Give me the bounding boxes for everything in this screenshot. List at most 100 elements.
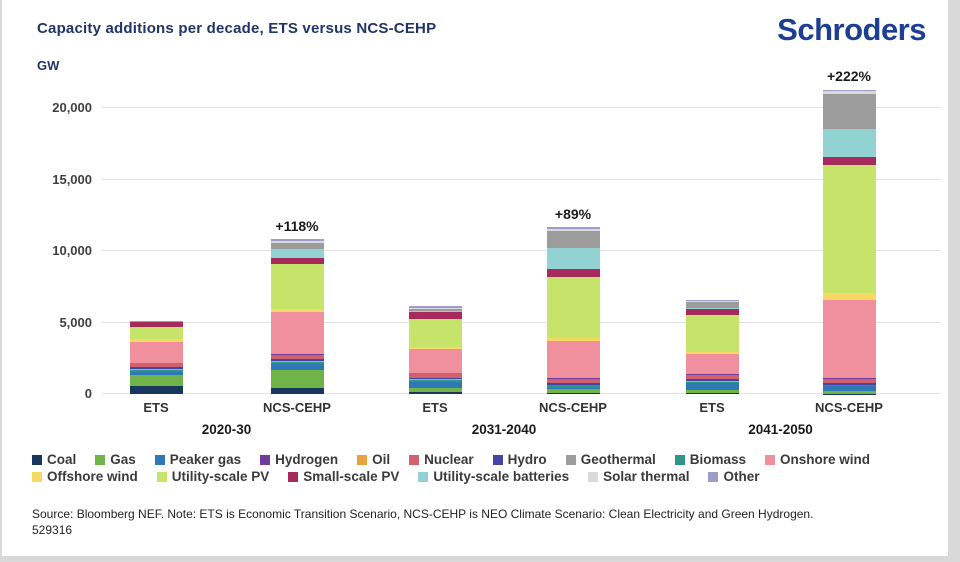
legend-item-coal: Coal [32,452,76,467]
segment-utility-scale-batteries [270,249,324,258]
legend-item-oil: Oil [357,452,390,467]
segment-peaker-gas [685,383,739,390]
segment-peaker-gas [408,381,462,389]
segment-other [270,238,324,241]
legend-label: Hydrogen [275,452,339,467]
segment-onshore-wind [129,341,183,363]
legend-swatch-utility-scale-pv [156,471,167,482]
segment-onshore-wind [270,311,324,355]
segment-small-scale-pv [408,312,462,320]
legend-swatch-biomass [674,454,685,465]
segment-nuclear [685,375,739,380]
bar-ets-2020-30 [129,320,183,394]
segment-other [129,320,183,322]
legend-label: Geothermal [580,452,656,467]
segment-geothermal [822,93,876,129]
segment-geothermal [408,308,462,312]
segment-hydro [408,377,462,380]
segment-coal [546,393,600,394]
segment-nuclear [270,355,324,359]
segment-nuclear [129,362,183,368]
x-label-ets-2041-2050: ETS [699,400,725,415]
segment-hydrogen [270,354,324,356]
segment-utility-scale-batteries [408,311,462,313]
legend-row-1: Coal Gas Peaker gas Hydrogen Oil Nuclear Hydro… [32,452,938,467]
source-note: Source: Bloomberg NEF. Note: ETS is Econ… [32,506,938,538]
legend-swatch-geothermal [565,454,576,465]
x-label-ets-2020-30: ETS [143,400,169,415]
segment-geothermal [546,231,600,248]
segment-gas [685,389,739,394]
legend-swatch-solar-thermal [588,471,599,482]
segment-hydro [546,383,600,386]
segment-other [408,305,462,308]
legend-label: Small-scale PV [303,469,400,484]
legend-label: Peaker gas [169,452,242,467]
segment-hydro [822,383,876,385]
segment-peaker-gas [822,385,876,391]
y-tick-label: 15,000 [52,171,92,187]
segment-small-scale-pv [546,268,600,277]
legend-item-small-scale-pv: Small-scale PV [288,469,399,484]
segment-coal [685,393,739,394]
legend-swatch-small-scale-pv [288,471,299,482]
segment-offshore-wind [129,338,183,342]
legend-item-offshore-wind: Offshore wind [32,469,138,484]
segment-utility-scale-batteries [685,307,739,309]
segment-utility-scale-batteries [822,128,876,158]
gridline-10000 [102,250,940,251]
legend-swatch-utility-scale-batteries [418,471,429,482]
schroders-logo: Schroders [777,12,926,47]
segment-peaker-gas [546,387,600,390]
segment-small-scale-pv [822,157,876,166]
segment-oil [685,381,739,382]
segment-nuclear [408,373,462,378]
segment-offshore-wind [546,337,600,341]
segment-solar-thermal [685,301,739,303]
segment-hydrogen [546,378,600,380]
segment-gas [129,375,183,387]
legend-label: Hydro [507,452,547,467]
segment-small-scale-pv [270,257,324,265]
legend-swatch-onshore-wind [765,454,775,465]
legend-swatch-oil [357,454,368,465]
segment-utility-scale-pv [822,165,876,294]
segment-onshore-wind [546,340,600,379]
y-tick-label: 5,000 [59,314,92,330]
legend-label: Nuclear [424,452,474,467]
segment-gas [270,370,324,389]
legend-swatch-peaker-gas [154,454,165,465]
legend-item-solar-thermal: Solar thermal [588,469,689,484]
legend-item-other: Other [708,469,759,484]
legend-row-2: Offshore wind Utility-scale PV Small-scale… [32,469,938,484]
segment-utility-scale-pv [129,327,183,339]
segment-oil [270,361,324,362]
legend-swatch-hydro [492,454,503,465]
legend-item-nuclear: Nuclear [409,452,474,467]
legend-label: Onshore wind [780,452,871,467]
segment-geothermal [129,321,183,323]
legend-item-onshore-wind: Onshore wind [765,452,870,467]
legend-label: Solar thermal [603,469,690,484]
x-label-ncs-cehp-2041-2050: NCS-CEHP [815,400,883,415]
gridline-15000 [102,178,940,180]
segment-utility-scale-pv [685,315,739,352]
gridline-20000 [102,107,940,108]
y-tick-label: 0 [84,386,92,401]
segment-geothermal [685,302,739,308]
y-tick-label: 20,000 [52,100,92,115]
segment-solar-thermal [546,229,600,232]
source-note-line2: 529316 [32,523,73,538]
segment-other [822,89,876,92]
segment-biomass [129,369,183,372]
report-page: Capacity additions per decade, ETS versu… [2,0,948,556]
segment-gas [546,389,600,394]
legend-label: Oil [372,452,391,467]
segment-offshore-wind [685,351,739,354]
segment-oil [408,379,462,381]
bar-ets-2041-2050 [685,299,739,394]
bar-ncs-cehp-2020-30 [270,238,324,394]
segment-offshore-wind [822,293,876,300]
segment-biomass [270,361,324,364]
gridline-5000 [102,321,940,323]
